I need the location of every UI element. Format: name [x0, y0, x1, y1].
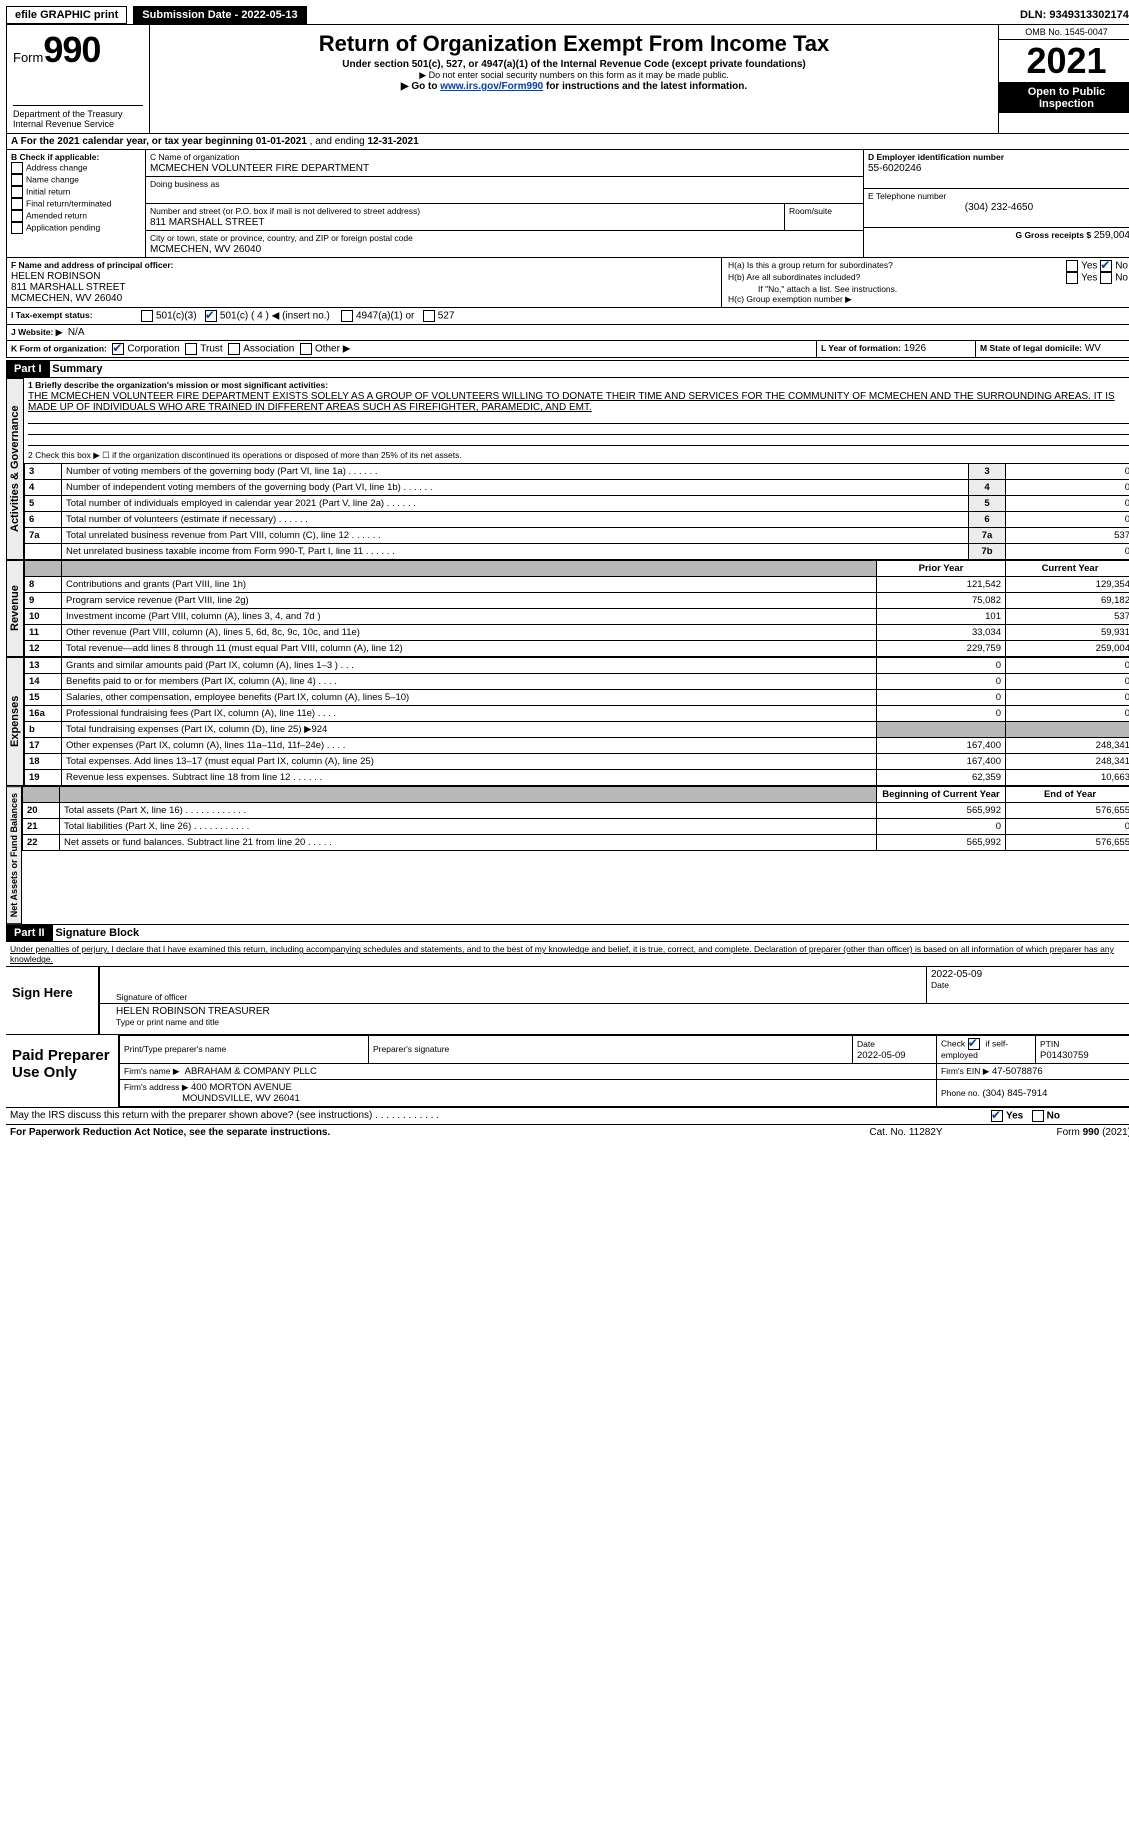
g-label: G Gross receipts $ — [1015, 230, 1091, 240]
b-chk[interactable] — [11, 222, 23, 234]
city-label: City or town, state or province, country… — [150, 233, 413, 243]
part-ii-hdr: Part II — [6, 925, 53, 941]
line2: 2 Check this box ▶ ☐ if the organization… — [24, 448, 1129, 463]
pra-notice: For Paperwork Reduction Act Notice, see … — [10, 1127, 330, 1138]
ha-yes-chk[interactable] — [1066, 260, 1078, 272]
tab-revenue: Revenue — [6, 560, 24, 657]
b-chk[interactable] — [11, 186, 23, 198]
street-val: 811 MARSHALL STREET — [150, 217, 264, 228]
subtitle-1: Under section 501(c), 527, or 4947(a)(1)… — [158, 59, 990, 70]
officer-street: 811 MARSHALL STREET — [11, 282, 125, 293]
dln: DLN: 93493133021742 — [1020, 9, 1129, 21]
phone-val: (304) 232-4650 — [868, 202, 1129, 213]
subtitle-2: ▶ Do not enter social security numbers o… — [158, 70, 990, 81]
tab-expenses: Expenses — [6, 657, 24, 786]
hb-label: H(b) Are all subordinates included? — [728, 272, 1066, 284]
officer-city: MCMECHEN, WV 26040 — [11, 293, 122, 304]
city-val: MCMECHEN, WV 26040 — [150, 244, 261, 255]
gross-val: 259,004 — [1094, 230, 1129, 241]
ein-val: 55-6020246 — [868, 163, 921, 174]
irs-link[interactable]: www.irs.gov/Form990 — [440, 81, 543, 92]
date-lbl: Date — [931, 980, 949, 990]
tab-netassets: Net Assets or Fund Balances — [6, 786, 22, 924]
line-a: A For the 2021 calendar year, or tax yea… — [6, 134, 1129, 150]
street-label: Number and street (or P.O. box if mail i… — [150, 206, 420, 216]
form-number: Form990 — [13, 29, 143, 71]
type-lbl: Type or print name and title — [116, 1017, 219, 1027]
preparer-table: Print/Type preparer's name Preparer's si… — [119, 1035, 1129, 1107]
exp-table: 13Grants and similar amounts paid (Part … — [24, 657, 1129, 786]
m-label: M State of legal domicile: — [980, 343, 1082, 353]
m-val: WV — [1085, 343, 1101, 354]
hb-no-chk[interactable] — [1100, 272, 1112, 284]
i-501c-chk[interactable] — [205, 310, 217, 322]
form-footer: Form 990 (2021) — [981, 1127, 1129, 1138]
officer-name-title: HELEN ROBINSON TREASURER — [116, 1006, 270, 1017]
b-chk[interactable] — [11, 210, 23, 222]
part-ii-title: Signature Block — [55, 927, 139, 939]
irs-label: Internal Revenue Service — [13, 119, 143, 129]
part-i-hdr: Part I — [6, 361, 50, 377]
b-chk[interactable] — [11, 174, 23, 186]
efile-btn[interactable]: efile GRAPHIC print — [6, 6, 127, 24]
k-corp-chk[interactable] — [112, 343, 124, 355]
submission-btn[interactable]: Submission Date - 2022-05-13 — [133, 6, 306, 24]
room-label: Room/suite — [785, 204, 863, 230]
dba-label: Doing business as — [150, 179, 219, 189]
sign-date: 2022-05-09 — [931, 969, 982, 980]
open-public: Open to Public Inspection — [999, 83, 1129, 113]
b-chk[interactable] — [11, 162, 23, 174]
hb-note: If "No," attach a list. See instructions… — [728, 284, 1128, 294]
discuss-no-chk[interactable] — [1032, 1110, 1044, 1122]
i-527-chk[interactable] — [423, 310, 435, 322]
omb-number: OMB No. 1545-0047 — [999, 25, 1129, 40]
l-label: L Year of formation: — [821, 343, 901, 353]
na-table: Beginning of Current Year End of Year 20… — [22, 786, 1129, 851]
ha-no-chk[interactable] — [1100, 260, 1112, 272]
sig-officer-lbl: Signature of officer — [116, 992, 187, 1002]
k-assoc-chk[interactable] — [228, 343, 240, 355]
top-bar: efile GRAPHIC print Submission Date - 20… — [6, 6, 1129, 24]
discuss-yes-chk[interactable] — [991, 1110, 1003, 1122]
tax-year: 2021 — [999, 40, 1129, 83]
part-i-title: Summary — [52, 363, 102, 375]
i-label: I Tax-exempt status: — [11, 310, 93, 320]
b-header: B Check if applicable: — [11, 152, 99, 162]
j-label: J Website: ▶ — [11, 327, 62, 338]
k-label: K Form of organization: — [11, 344, 107, 354]
sign-here-label: Sign Here — [6, 967, 98, 1034]
k-trust-chk[interactable] — [185, 343, 197, 355]
rev-table: Prior Year Current Year 8Contributions a… — [24, 560, 1129, 657]
dept-treasury: Department of the Treasury — [13, 105, 143, 119]
b-chk[interactable] — [11, 198, 23, 210]
website-val: N/A — [68, 327, 85, 338]
org-name: MCMECHEN VOLUNTEER FIRE DEPARTMENT — [150, 163, 369, 174]
cat-no: Cat. No. 11282Y — [831, 1127, 981, 1138]
tab-governance: Activities & Governance — [6, 378, 24, 560]
gov-table: 3Number of voting members of the governi… — [24, 463, 1129, 560]
subtitle-3: ▶ Go to www.irs.gov/Form990 for instruct… — [158, 81, 990, 92]
i-501c3-chk[interactable] — [141, 310, 153, 322]
f-label: F Name and address of principal officer: — [11, 260, 173, 270]
declaration: Under penalties of perjury, I declare th… — [6, 941, 1129, 967]
ha-label: H(a) Is this a group return for subordin… — [728, 260, 1066, 272]
line1-label: 1 Briefly describe the organization's mi… — [28, 380, 328, 390]
self-emp-chk[interactable] — [968, 1038, 980, 1050]
paid-preparer-label: Paid Preparer Use Only — [6, 1035, 118, 1107]
form-title: Return of Organization Exempt From Incom… — [158, 31, 990, 57]
e-label: E Telephone number — [868, 191, 946, 201]
hb-yes-chk[interactable] — [1066, 272, 1078, 284]
mission-text: THE MCMECHEN VOLUNTEER FIRE DEPARTMENT E… — [28, 391, 1115, 413]
form-header: Form990 Department of the Treasury Inter… — [6, 24, 1129, 134]
discuss-q: May the IRS discuss this return with the… — [10, 1110, 991, 1122]
c-label: C Name of organization — [150, 152, 239, 162]
hc-label: H(c) Group exemption number ▶ — [728, 294, 1128, 305]
d-label: D Employer identification number — [868, 152, 1004, 162]
k-other-chk[interactable] — [300, 343, 312, 355]
l-val: 1926 — [904, 343, 926, 354]
officer-name: HELEN ROBINSON — [11, 271, 100, 282]
i-4947-chk[interactable] — [341, 310, 353, 322]
